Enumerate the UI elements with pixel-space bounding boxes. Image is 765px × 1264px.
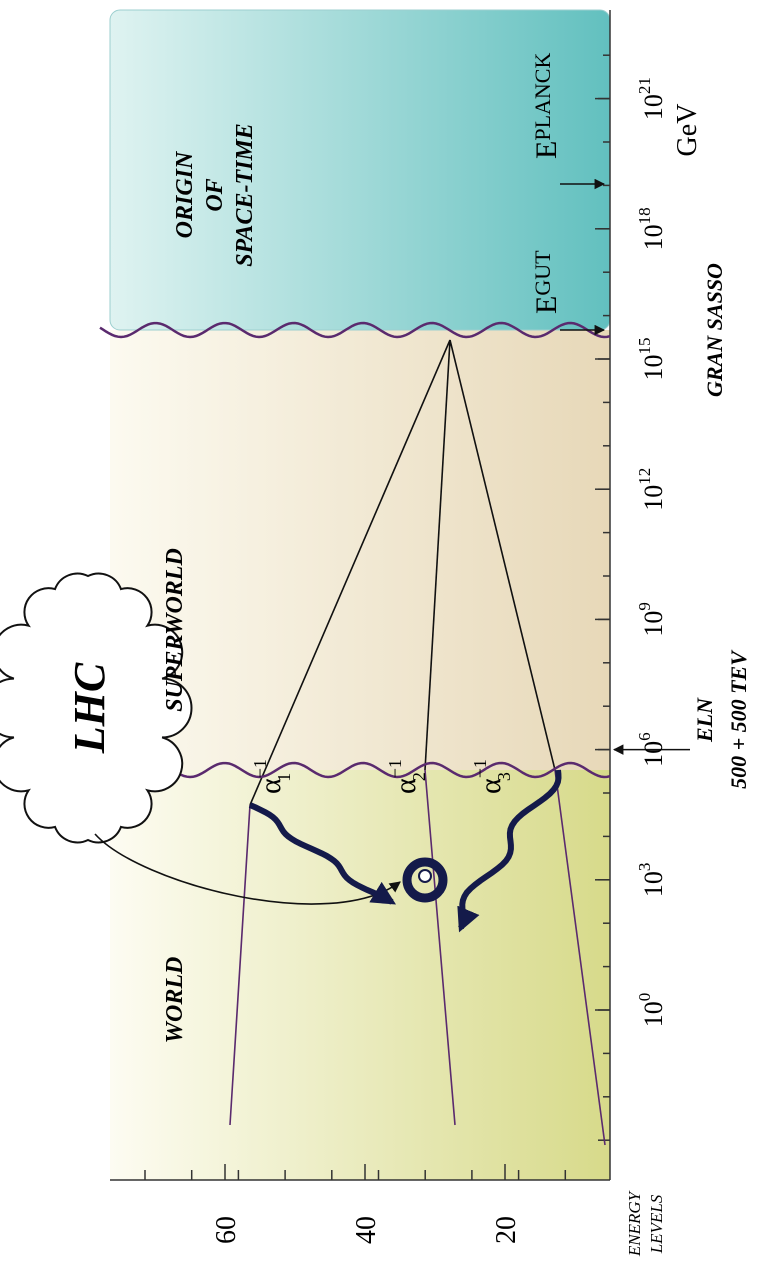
y-tick-label: 20: [491, 1216, 522, 1244]
unit-label: GeV: [672, 104, 703, 157]
x-tick-label: 100: [635, 993, 668, 1028]
coupling-line-high: [424, 339, 451, 771]
tick-base: 10: [639, 611, 668, 637]
cloud-label: LHC: [65, 662, 114, 754]
tick-base: 10: [639, 94, 668, 120]
y-axis-label: ENERGY: [625, 1190, 644, 1257]
lhc-arrow: [248, 802, 397, 905]
tick-base: 10: [639, 224, 668, 250]
y-tick-label: 40: [351, 1216, 382, 1244]
coupling-line-low: [424, 769, 456, 1126]
x-tick-label: 1012: [635, 468, 668, 511]
region-boundary: [99, 761, 611, 779]
lhc-ring-inner: [418, 869, 432, 883]
tick-base: 10: [639, 355, 668, 381]
y-axis-label: LEVELS: [647, 1194, 666, 1254]
cloud-arrow: [94, 833, 401, 905]
tick-exponent: 21: [635, 77, 654, 94]
x-tick-label: 103: [635, 863, 668, 898]
tick-exponent: 3: [635, 863, 654, 872]
lhc-ring: [402, 857, 448, 903]
cloud: [0, 572, 193, 844]
lhc-arrow: [457, 769, 562, 933]
tick-base: 10: [639, 871, 668, 897]
tick-base: 10: [639, 485, 668, 511]
coupling-label: α−1 2: [385, 759, 429, 794]
region-label: WORLD: [162, 957, 188, 1044]
region-boundary: [99, 321, 611, 339]
eln-energy-label: 500 + 500 TEV: [726, 649, 751, 789]
gran-sasso-label: GRAN SASSO: [702, 263, 727, 397]
tick-exponent: 15: [635, 338, 654, 355]
x-tick-label: 106: [635, 732, 668, 767]
coupling-line-high: [249, 339, 451, 806]
region-label: SUPERWORLD: [162, 548, 188, 712]
x-tick-label: 1015: [635, 338, 668, 381]
tick-exponent: 18: [635, 207, 654, 224]
world-region: [110, 770, 610, 1180]
tick-base: 10: [639, 741, 668, 767]
x-tick-label: 1018: [635, 207, 668, 250]
tick-exponent: 0: [635, 993, 654, 1002]
planck-label: EPLANCK: [530, 53, 563, 159]
x-tick-label: 109: [635, 602, 668, 637]
coupling-line-low: [229, 804, 251, 1126]
tick-exponent: 9: [635, 602, 654, 611]
rotated-figure: WORLD SUPERWORLD ORIGIN OF SPACE-TIME α−…: [0, 9, 751, 1257]
x-tick-label: 1021: [635, 77, 668, 120]
region-label: ORIGIN: [172, 150, 198, 238]
tick-base: 10: [639, 1001, 668, 1027]
eln-label: ELN: [692, 697, 717, 743]
coupling-label: α−1 3: [470, 759, 514, 794]
tick-exponent: 12: [635, 468, 654, 485]
gut-label: EGUT: [530, 250, 563, 314]
coupling-line-low: [554, 769, 606, 1146]
region-label: OF: [202, 178, 228, 211]
region-label: SPACE-TIME: [232, 123, 258, 267]
tick-exponent: 6: [635, 732, 654, 741]
y-tick-label: 60: [211, 1216, 242, 1244]
coupling-line-high: [449, 339, 556, 771]
coupling-label: α−1 1: [250, 760, 294, 794]
